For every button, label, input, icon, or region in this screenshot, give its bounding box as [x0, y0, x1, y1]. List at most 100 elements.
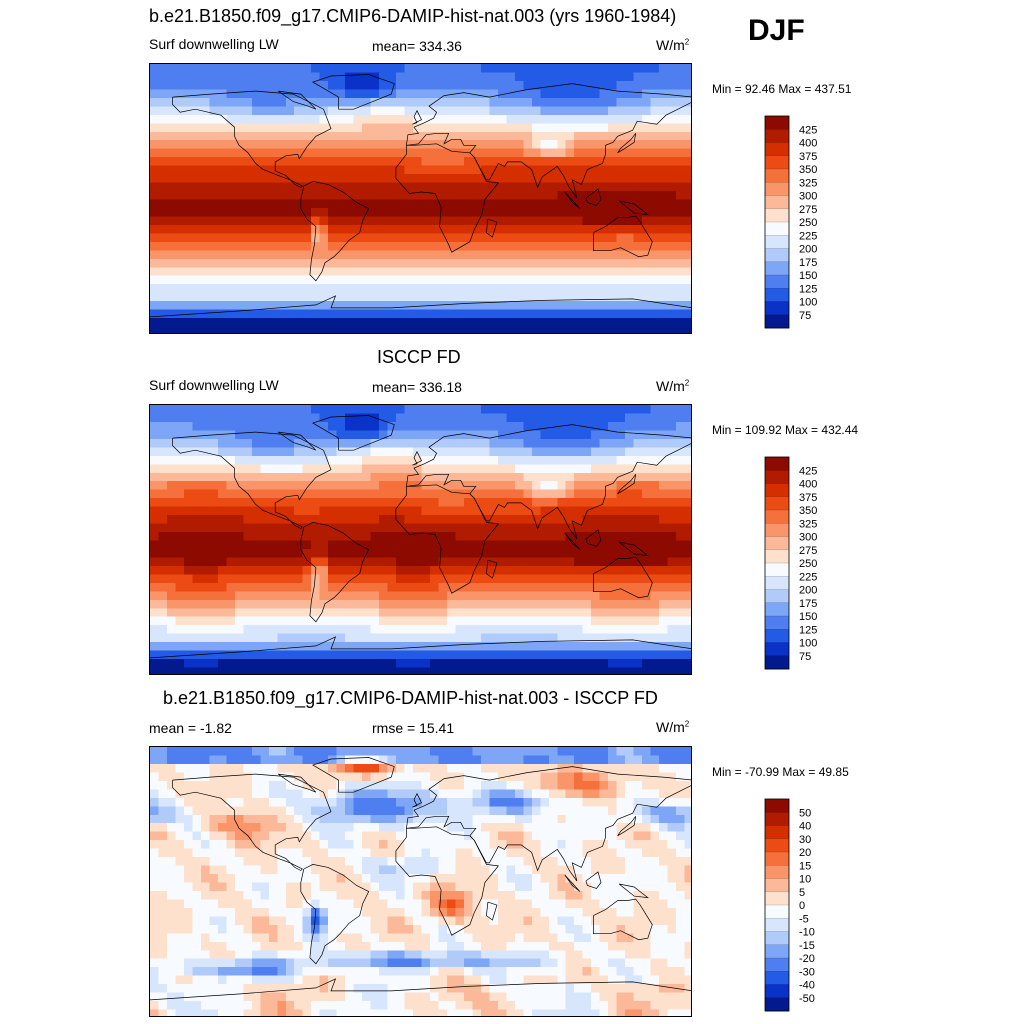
panel-1-variable-label: Surf downwelling LW — [149, 36, 279, 52]
colorbar-3-label-10: -15 — [799, 940, 815, 952]
colorbar-3-label-12: -30 — [799, 966, 815, 978]
panel-3-map-svg — [150, 747, 691, 1016]
colorbar-2-label-0: 425 — [799, 465, 817, 477]
colorbar-2-swatch-1 — [765, 470, 789, 484]
season-label: DJF — [748, 14, 805, 47]
colorbar-3-swatch-5 — [765, 865, 789, 879]
colorbar-1-swatch-13 — [765, 288, 789, 302]
colorbar-1-label-1: 400 — [799, 138, 817, 150]
colorbar-1-label-5: 300 — [799, 191, 817, 203]
panel-2-title: ISCCP FD — [377, 347, 461, 367]
colorbar-3-label-14: -50 — [799, 993, 815, 1005]
colorbar-2-swatch-14 — [765, 642, 789, 657]
colorbar-2-swatch-9 — [765, 576, 789, 590]
colorbar-2-label-11: 150 — [799, 611, 817, 623]
colorbar-3-swatch-6 — [765, 878, 789, 893]
colorbar-3-label-3: 20 — [799, 847, 811, 859]
panel-1-mean-label: mean= 334.36 — [372, 38, 462, 54]
colorbar-1-label-13: 100 — [799, 297, 817, 309]
colorbar-1-swatch-4 — [765, 169, 789, 183]
panel-1-minmax: Min = 92.46 Max = 437.51 — [712, 82, 852, 96]
colorbar-1-swatch-14 — [765, 301, 789, 316]
colorbar-3-swatch-13 — [765, 971, 789, 985]
panel-3-map — [149, 746, 692, 1017]
colorbar-2-swatch-13 — [765, 629, 789, 643]
colorbar-1-label-4: 325 — [799, 177, 817, 189]
panel-1-units: W/m2 — [656, 37, 690, 53]
panel-2-variable-label: Surf downwelling LW — [149, 377, 279, 393]
colorbar-3-label-8: -5 — [799, 913, 809, 925]
colorbar-1-swatch-6 — [765, 195, 789, 210]
colorbar-1-swatch-9 — [765, 235, 789, 249]
panel-1-colorbar: 425 400 375 350 325 300 275 250 225 200 175 150 125 1… — [764, 115, 825, 329]
colorbar-2-swatch-5 — [765, 523, 789, 537]
colorbar-3-swatch-15 — [765, 997, 789, 1012]
colorbar-3-swatch-3 — [765, 838, 789, 853]
panel-2-mean-label: mean= 336.18 — [372, 379, 462, 395]
colorbar-1-swatch-12 — [765, 275, 789, 289]
colorbar-1-label-0: 425 — [799, 124, 817, 136]
colorbar-1-label-11: 150 — [799, 270, 817, 282]
colorbar-2-label-9: 200 — [799, 585, 817, 597]
panel-2-map — [149, 404, 692, 675]
colorbar-1-label-6: 275 — [799, 204, 817, 216]
colorbar-2-swatch-10 — [765, 589, 789, 604]
panel-1-title: b.e21.B1850.f09_g17.CMIP6-DAMIP-hist-nat… — [149, 6, 677, 26]
panel-2-colorbar: 425 400 375 350 325 300 275 250 225 200 175 150 125 1… — [764, 456, 825, 670]
colorbar-2-label-13: 100 — [799, 638, 817, 650]
colorbar-1-swatch-0 — [765, 116, 789, 130]
panel-3-title: b.e21.B1850.f09_g17.CMIP6-DAMIP-hist-nat… — [163, 688, 658, 708]
colorbar-2-swatch-2 — [765, 483, 789, 498]
panel-3-mean-label: mean = -1.82 — [149, 720, 232, 736]
panel-3-minmax: Min = -70.99 Max = 49.85 — [712, 765, 849, 779]
colorbar-1-label-8: 225 — [799, 230, 817, 242]
colorbar-2-swatch-7 — [765, 549, 789, 564]
colorbar-2-swatch-12 — [765, 616, 789, 630]
panel-3-rmse-label: rmse = 15.41 — [372, 720, 455, 736]
colorbar-3-swatch-4 — [765, 852, 789, 866]
colorbar-1-swatch-11 — [765, 261, 789, 276]
colorbar-3-swatch-10 — [765, 931, 789, 946]
panel-3-units: W/m2 — [656, 719, 690, 735]
colorbar-1-label-2: 375 — [799, 151, 817, 163]
colorbar-2-label-5: 300 — [799, 532, 817, 544]
colorbar-1-swatch-2 — [765, 142, 789, 157]
colorbar-2-label-8: 225 — [799, 571, 817, 583]
colorbar-3-swatch-14 — [765, 984, 789, 999]
colorbar-1-label-12: 125 — [799, 283, 817, 295]
colorbar-3-swatch-2 — [765, 825, 789, 840]
colorbar-1-swatch-15 — [765, 314, 789, 329]
colorbar-1-label-7: 250 — [799, 217, 817, 229]
colorbar-2-label-10: 175 — [799, 598, 817, 610]
panel-2-units: W/m2 — [656, 378, 690, 394]
colorbar-1-label-10: 175 — [799, 257, 817, 269]
colorbar-1-label-9: 200 — [799, 244, 817, 256]
colorbar-1-swatch-3 — [765, 155, 789, 170]
colorbar-3-swatch-11 — [765, 944, 789, 959]
colorbar-1-swatch-5 — [765, 182, 789, 196]
colorbar-1-swatch-1 — [765, 129, 789, 143]
colorbar-3-swatch-12 — [765, 958, 789, 972]
colorbar-1-swatch-8 — [765, 222, 789, 236]
panel-1-coastlines — [150, 74, 691, 318]
colorbar-2-label-7: 250 — [799, 558, 817, 570]
panel-1-map-svg — [150, 64, 691, 333]
colorbar-2-label-3: 350 — [799, 505, 817, 517]
colorbar-1-label-14: 75 — [799, 310, 811, 322]
colorbar-2-label-1: 400 — [799, 479, 817, 491]
colorbar-3-label-4: 15 — [799, 860, 811, 872]
colorbar-3-swatch-9 — [765, 918, 789, 932]
colorbar-3-label-11: -20 — [799, 953, 815, 965]
panel-1-field — [150, 64, 691, 333]
colorbar-2-swatch-6 — [765, 536, 789, 551]
colorbar-2-swatch-0 — [765, 457, 789, 471]
panel-2-map-svg — [150, 405, 691, 674]
colorbar-2-label-14: 75 — [799, 651, 811, 663]
panel-2-field — [150, 405, 691, 674]
colorbar-1-label-3: 350 — [799, 164, 817, 176]
colorbar-3-label-13: -40 — [799, 980, 815, 992]
panel-3-coastlines — [150, 757, 691, 1001]
colorbar-1-swatch-10 — [765, 248, 789, 263]
colorbar-2-label-2: 375 — [799, 492, 817, 504]
colorbar-2-swatch-3 — [765, 496, 789, 511]
